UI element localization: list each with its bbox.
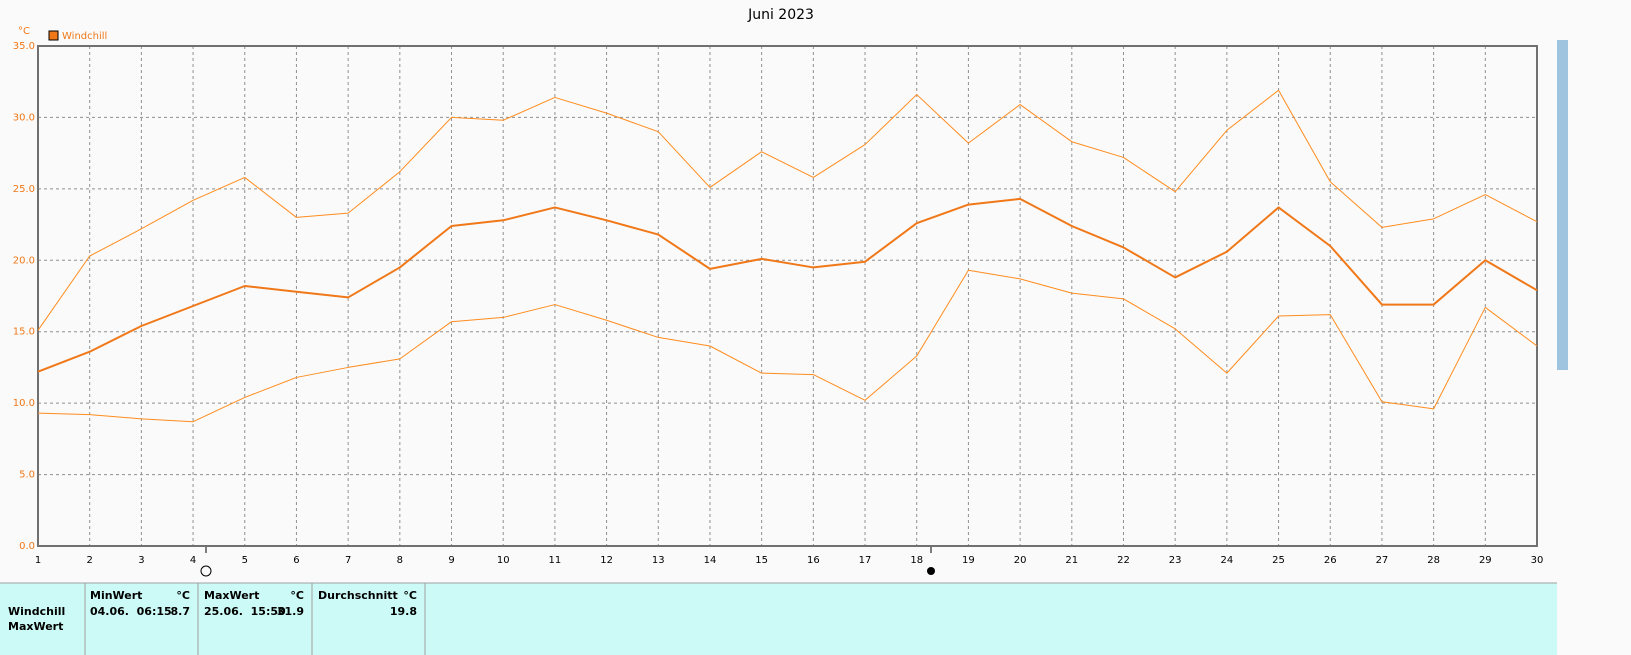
x-tick-label: 14 [704,555,717,566]
x-tick-label: 17 [859,555,872,566]
data-line [37,89,1538,331]
x-tick-label: 21 [1065,555,1078,566]
stats-table: MinWert °C MaxWert °C Durchschnitt °C Wi… [8,589,417,633]
col-unit: °C [403,589,417,602]
col-unit: °C [290,589,304,602]
x-tick-label: 24 [1220,555,1233,566]
x-tick-label: 29 [1479,555,1492,566]
x-tick-label: 3 [138,555,144,566]
y-tick-label: 35.0 [13,41,35,52]
chart-title: Juni 2023 [747,7,814,23]
plot-area [38,46,1537,546]
row-label: MaxWert [8,620,63,633]
x-tick-label: 27 [1376,555,1389,566]
x-tick-label: 10 [497,555,510,566]
data-line [37,269,1538,423]
col-title: MinWert [90,589,142,602]
x-tick-label: 15 [755,555,768,566]
x-tick-label: 18 [910,555,923,566]
x-tick-label: 5 [242,555,248,566]
legend-label: Windchill [62,31,107,42]
cell-value: 31.9 [277,605,304,618]
cell-time: 25.06. 15:50 [204,605,286,618]
x-tick-label: 25 [1272,555,1285,566]
plot-frame [37,45,1538,547]
x-tick-label: 1 [35,555,41,566]
x-tick-label: 13 [652,555,665,566]
legend-swatch [48,30,59,41]
x-tick-label: 19 [962,555,975,566]
x-tick-label: 26 [1324,555,1337,566]
y-tick-label: 25.0 [13,184,35,195]
row-label: Windchill [8,605,65,618]
col-title: Durchschnitt [318,589,398,602]
side-strip [1557,40,1568,370]
x-tick-label: 20 [1014,555,1027,566]
x-tick-label: 12 [600,555,613,566]
x-tick-label: 30 [1531,555,1544,566]
x-tick-label: 16 [807,555,820,566]
x-tick-label: 23 [1169,555,1182,566]
y-tick-label: 20.0 [13,255,35,266]
x-tick-label: 6 [293,555,299,566]
x-tick-label: 11 [549,555,562,566]
y-tick-label: 0.0 [19,541,35,552]
x-tick-label: 9 [448,555,454,566]
x-tick-label: 22 [1117,555,1130,566]
y-unit: °C [18,26,30,37]
y-tick-label: 10.0 [13,398,35,409]
col-unit: °C [176,589,190,602]
x-tick-label: 7 [345,555,351,566]
col-title: MaxWert [204,589,259,602]
cell-value: 8.7 [171,605,191,618]
x-tick-label: 8 [397,555,403,566]
x-tick-label: 4 [190,555,196,566]
y-tick-label: 15.0 [13,327,35,338]
y-tick-label: 30.0 [13,112,35,123]
x-tick-label: 2 [87,555,93,566]
stats-dividers [0,582,1557,655]
y-tick-label: 5.0 [19,470,35,481]
x-tick-label: 28 [1427,555,1440,566]
data-line [37,197,1538,373]
cell-value: 19.8 [390,605,417,618]
cell-time: 04.06. 06:15 [90,605,172,618]
stats-panel [0,583,1557,655]
